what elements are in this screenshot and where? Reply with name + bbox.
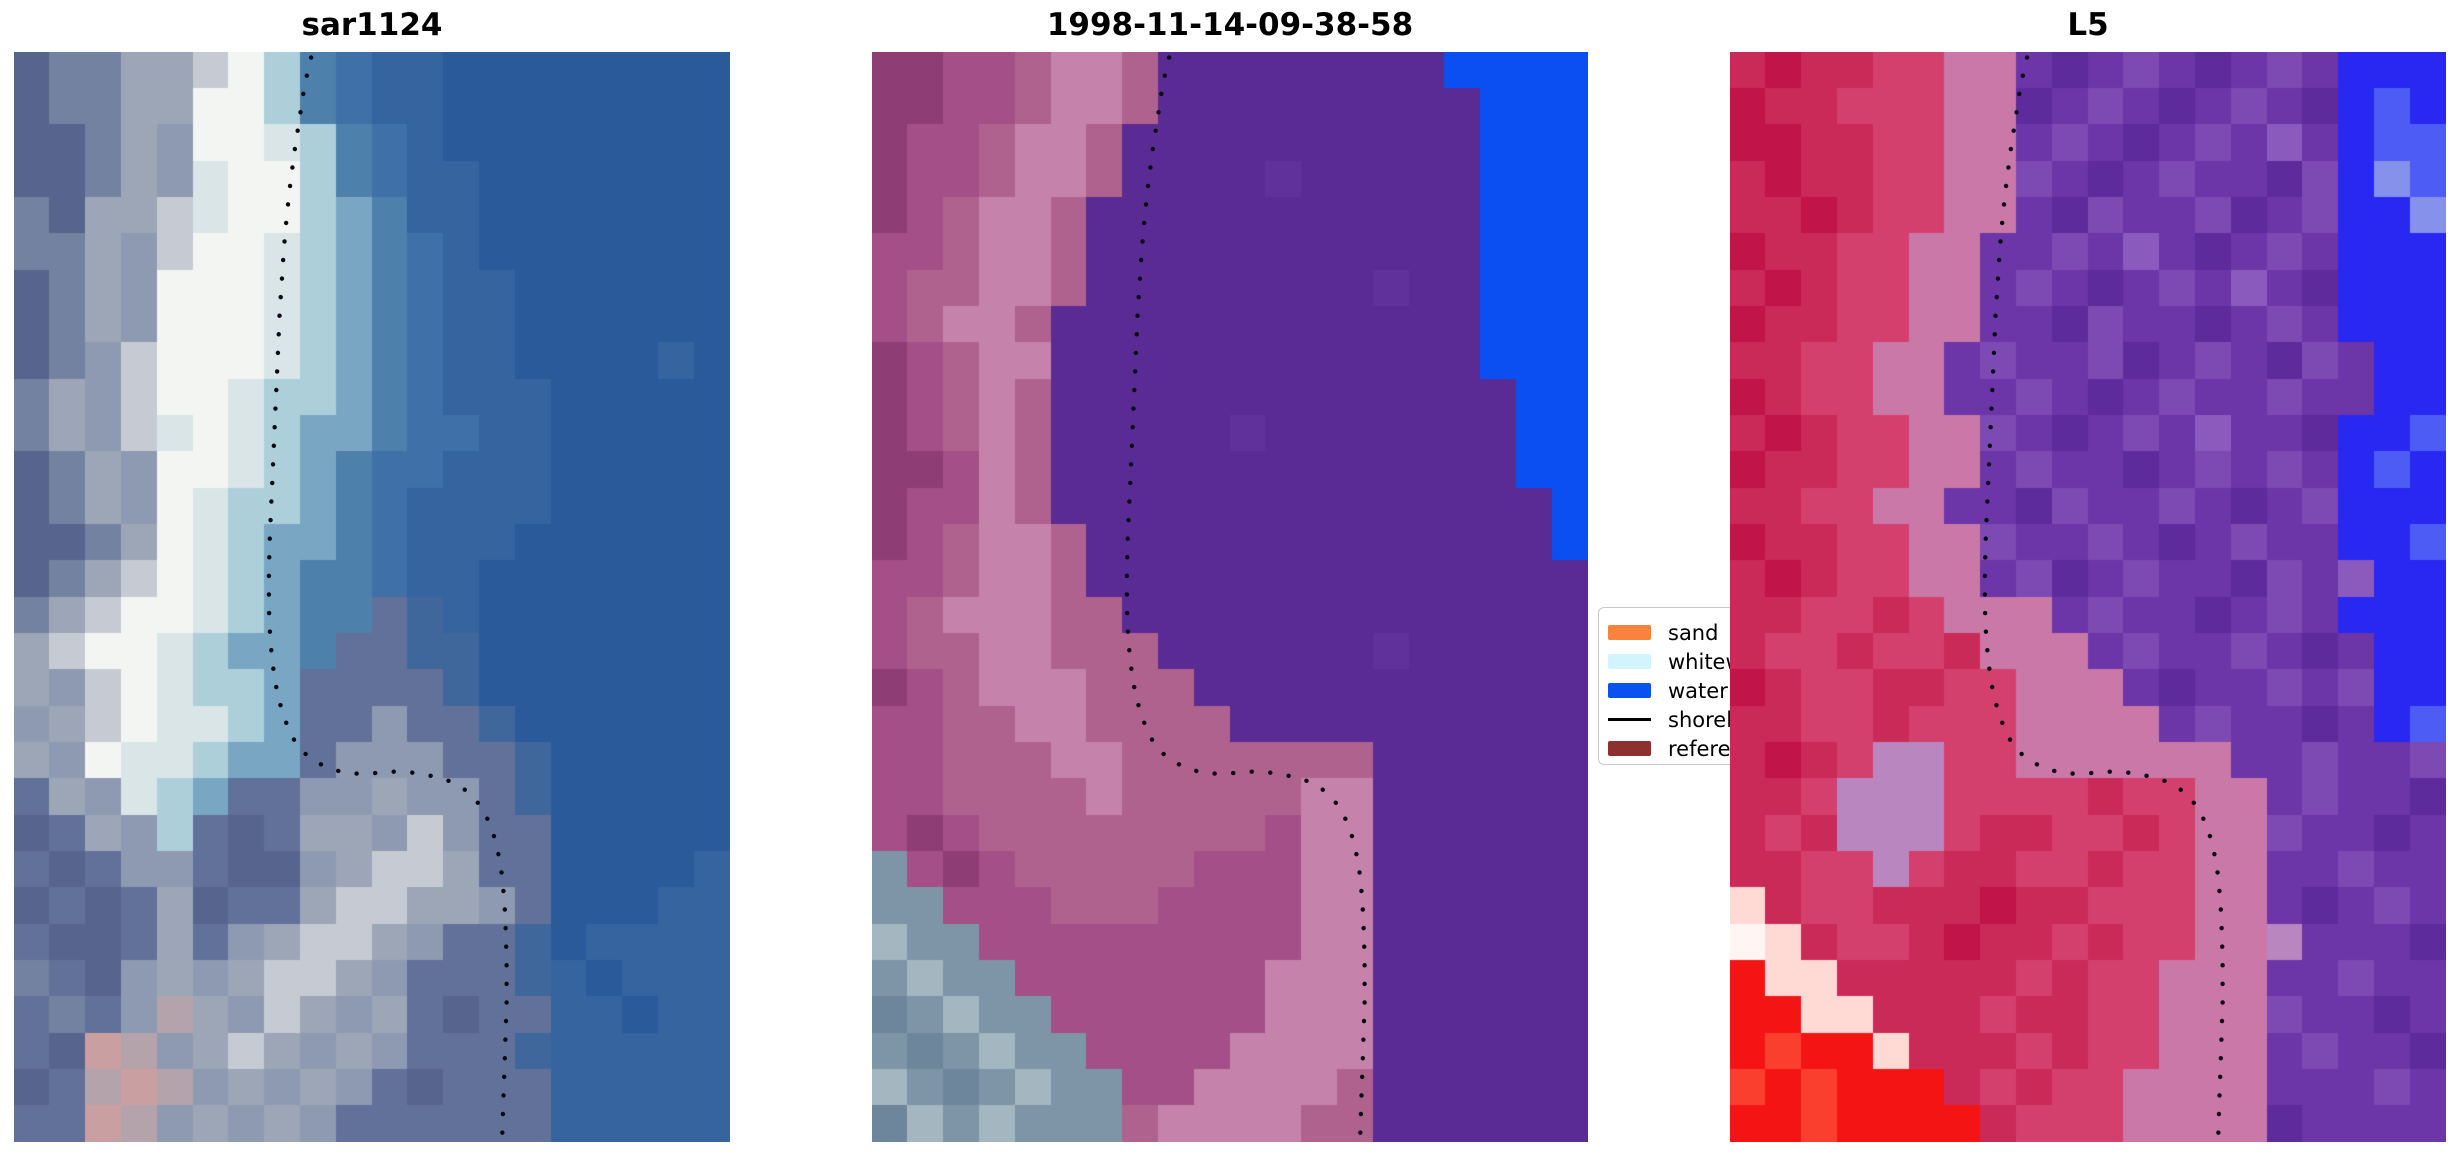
reference-swatch — [1608, 741, 1651, 756]
panel-l5: L5 — [1730, 0, 2446, 1157]
l5-image — [1730, 52, 2446, 1142]
classified-image-canvas — [872, 52, 1588, 1142]
legend-label-water: water — [1668, 678, 1728, 703]
whitewater-swatch — [1608, 654, 1651, 669]
legend-label-sand: sand — [1668, 620, 1719, 645]
water-swatch — [1608, 683, 1651, 698]
shoreline-line-swatch — [1608, 718, 1651, 721]
panel-title-l5: L5 — [2067, 7, 2109, 43]
panel-1998-11-14-09-38-58: 1998-11-14-09-38-58 — [872, 0, 1588, 1157]
sand-swatch — [1608, 625, 1651, 640]
panel-title-date: 1998-11-14-09-38-58 — [1046, 7, 1414, 43]
l5-image-canvas — [1730, 52, 2446, 1142]
legend-row-sand: sand — [1608, 618, 1811, 647]
sar-image — [14, 52, 730, 1142]
panel-title-sar1124: sar1124 — [301, 7, 443, 43]
classified-image — [872, 52, 1588, 1142]
panel-sar1124: sar1124 — [14, 0, 730, 1157]
sar-image-canvas — [14, 52, 730, 1142]
legend-row-water: water — [1608, 676, 1811, 705]
